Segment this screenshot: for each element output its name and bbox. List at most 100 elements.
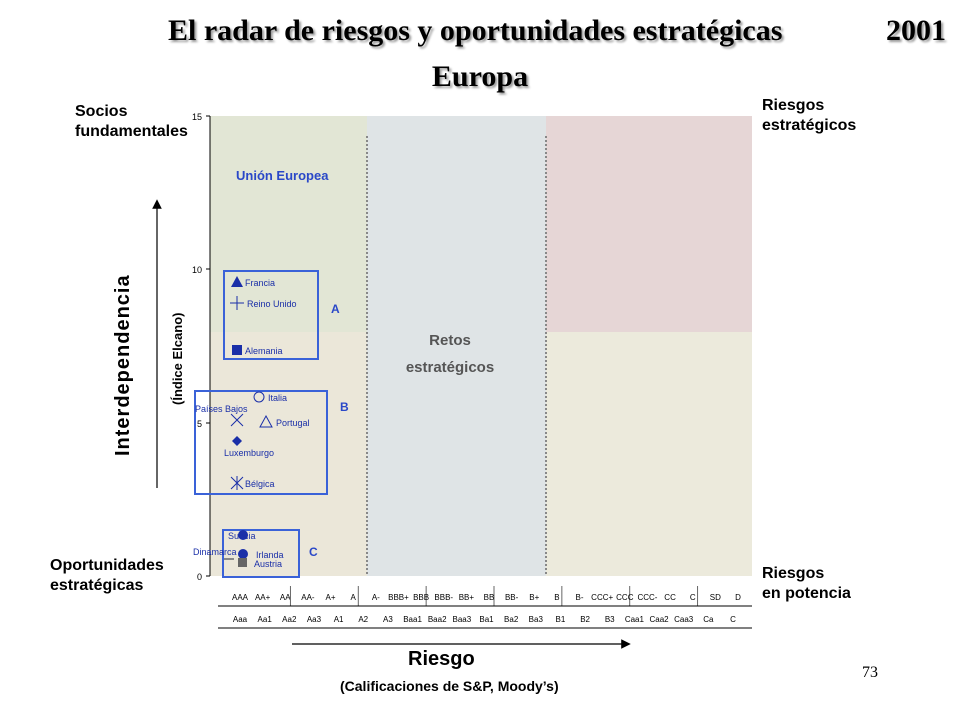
x-tick-label-sp: CCC- bbox=[637, 593, 657, 602]
x-tick-label-sp: CC bbox=[664, 593, 676, 602]
y-tick-label-15: 15 bbox=[192, 112, 202, 122]
point-label: Bélgica bbox=[245, 479, 275, 489]
zone-riesgos-en-potencia bbox=[546, 332, 752, 576]
x-tick-label-sp: AA+ bbox=[255, 593, 271, 602]
x-axis-title: Riesgo bbox=[408, 648, 475, 670]
x-tick-label-sp: A- bbox=[372, 593, 380, 602]
x-tick-label-sp: BBB- bbox=[434, 593, 453, 602]
x-tick-label-moodys: C bbox=[730, 615, 736, 624]
x-tick-label-sp: B+ bbox=[529, 593, 539, 602]
corner-top-right: Riesgos estratégicos bbox=[762, 97, 857, 134]
x-tick-label-moodys: A1 bbox=[334, 615, 344, 624]
page-number: 73 bbox=[862, 664, 878, 681]
point-label: Irlanda bbox=[256, 550, 284, 560]
x-tick-label-sp: A+ bbox=[326, 593, 336, 602]
point-marker bbox=[230, 296, 244, 310]
point-label: Portugal bbox=[276, 418, 310, 428]
point-marker bbox=[230, 476, 244, 490]
point-marker bbox=[232, 345, 242, 355]
point-marker bbox=[238, 549, 248, 559]
x-tick-label-moodys: B1 bbox=[556, 615, 566, 624]
x-tick-label-sp: D bbox=[735, 593, 741, 602]
page-subtitle: Europa bbox=[431, 60, 529, 93]
point-marker bbox=[253, 391, 265, 403]
x-tick-label-sp: AA- bbox=[301, 593, 315, 602]
y-tick-label-10: 10 bbox=[192, 265, 202, 275]
ue-label: Unión Europea bbox=[236, 168, 329, 183]
point-marker bbox=[230, 413, 244, 427]
point-marker bbox=[259, 414, 273, 428]
x-tick-label-sp: C bbox=[690, 593, 696, 602]
x-tick-label-moodys: Baa3 bbox=[453, 615, 472, 624]
point-label: Italia bbox=[268, 393, 287, 403]
x-tick-label-moodys: Caa1 bbox=[625, 615, 645, 624]
point-marker bbox=[238, 530, 248, 540]
zone-oportunidades bbox=[210, 332, 367, 576]
group-box-a bbox=[223, 270, 319, 360]
page-title: El radar de riesgos y oportunidades estr… bbox=[168, 14, 783, 47]
point-label: Austria bbox=[254, 559, 282, 569]
x-tick-label-moodys: Caa2 bbox=[649, 615, 669, 624]
x-tick-label-sp: BB bbox=[484, 593, 495, 602]
x-tick-label-sp: BB- bbox=[505, 593, 519, 602]
group-box-c bbox=[222, 529, 300, 578]
point-label: Alemania bbox=[245, 346, 283, 356]
point-label: Países Bajos bbox=[195, 404, 248, 414]
x-tick-label-sp: CCC+ bbox=[591, 593, 613, 602]
y-tick-label-5: 5 bbox=[197, 419, 202, 429]
x-tick-label-moodys: Ba2 bbox=[504, 615, 519, 624]
x-tick-label-sp: AAA bbox=[232, 593, 249, 602]
x-tick-label-moodys: Aa2 bbox=[282, 615, 297, 624]
x-tick-label-moodys: Ba1 bbox=[479, 615, 494, 624]
title-bar: El radar de riesgos y oportunidades estr… bbox=[0, 8, 960, 48]
x-tick-label-sp: B- bbox=[576, 593, 584, 602]
group-box-b bbox=[194, 390, 328, 495]
x-tick-label-sp: CCC bbox=[616, 593, 634, 602]
y-tick-label-0: 0 bbox=[197, 572, 202, 582]
corner-bottom-right: Riesgos en potencia bbox=[762, 565, 851, 602]
corner-bottom-left: Oportunidades estratégicas bbox=[50, 557, 164, 594]
x-tick-label-moodys: Aa1 bbox=[258, 615, 273, 624]
point-label: Francia bbox=[245, 278, 275, 288]
x-tick-label-sp: A bbox=[351, 593, 357, 602]
point-marker bbox=[231, 276, 243, 287]
point-label: Dinamarca bbox=[193, 547, 237, 557]
x-tick-label-sp: B bbox=[554, 593, 559, 602]
x-tick-label-moodys: Caa3 bbox=[674, 615, 694, 624]
point-label: Suecia bbox=[228, 531, 256, 541]
group-label-c: C bbox=[309, 545, 318, 559]
x-tick-label-moodys: Aa3 bbox=[307, 615, 322, 624]
x-tick-label-sp: AA bbox=[280, 593, 291, 602]
group-label-b: B bbox=[340, 400, 349, 414]
retos-label-line1: Retos bbox=[429, 332, 471, 349]
x-axis-subtitle: (Calificaciones de S&P, Moody’s) bbox=[340, 678, 559, 694]
x-tick-label-moodys: B3 bbox=[605, 615, 615, 624]
x-tick-label-moodys: Ba3 bbox=[529, 615, 544, 624]
x-tick-label-sp: BBB+ bbox=[388, 593, 409, 602]
point-marker bbox=[238, 558, 247, 567]
x-tick-label-moodys: Baa1 bbox=[403, 615, 422, 624]
zone-retos-estrategicos bbox=[367, 116, 546, 576]
zone-socios-fundamentales bbox=[210, 116, 367, 332]
data-points: Francia Reino Unido Alemania Italia Países B… bbox=[193, 276, 310, 569]
x-tick-label-sp: BBB bbox=[413, 593, 429, 602]
retos-label-line2: estratégicos bbox=[406, 359, 494, 376]
x-tick-label-moodys: Ca bbox=[703, 615, 714, 624]
point-marker bbox=[232, 436, 242, 446]
x-tick-label-moodys: Baa2 bbox=[428, 615, 447, 624]
group-label-a: A bbox=[331, 302, 340, 316]
point-label: Reino Unido bbox=[247, 299, 297, 309]
x-tick-label-sp: SD bbox=[710, 593, 721, 602]
x-tick-label-moodys: Aaa bbox=[233, 615, 248, 624]
x-tick-label-moodys: A2 bbox=[358, 615, 368, 624]
x-tick-label-moodys: A3 bbox=[383, 615, 393, 624]
x-ticks-sp: AAA AA+ AA AA- A+ A A- BBB+ BBB BBB- BB+ BB BB- B+ B B-… bbox=[232, 586, 741, 606]
page-year: 2001 bbox=[886, 14, 946, 47]
corner-top-left: Socios fundamentales bbox=[75, 103, 188, 140]
zone-riesgos-estrategicos bbox=[546, 116, 752, 332]
x-ticks-moodys: Aaa Aa1 Aa2 Aa3 A1 A2 A3 Baa1 Baa2 Baa3 Ba1 Ba2 Ba3 B… bbox=[233, 615, 736, 624]
point-label: Luxemburgo bbox=[224, 448, 274, 458]
x-tick-label-moodys: B2 bbox=[580, 615, 590, 624]
x-tick-label-sp: BB+ bbox=[459, 593, 475, 602]
